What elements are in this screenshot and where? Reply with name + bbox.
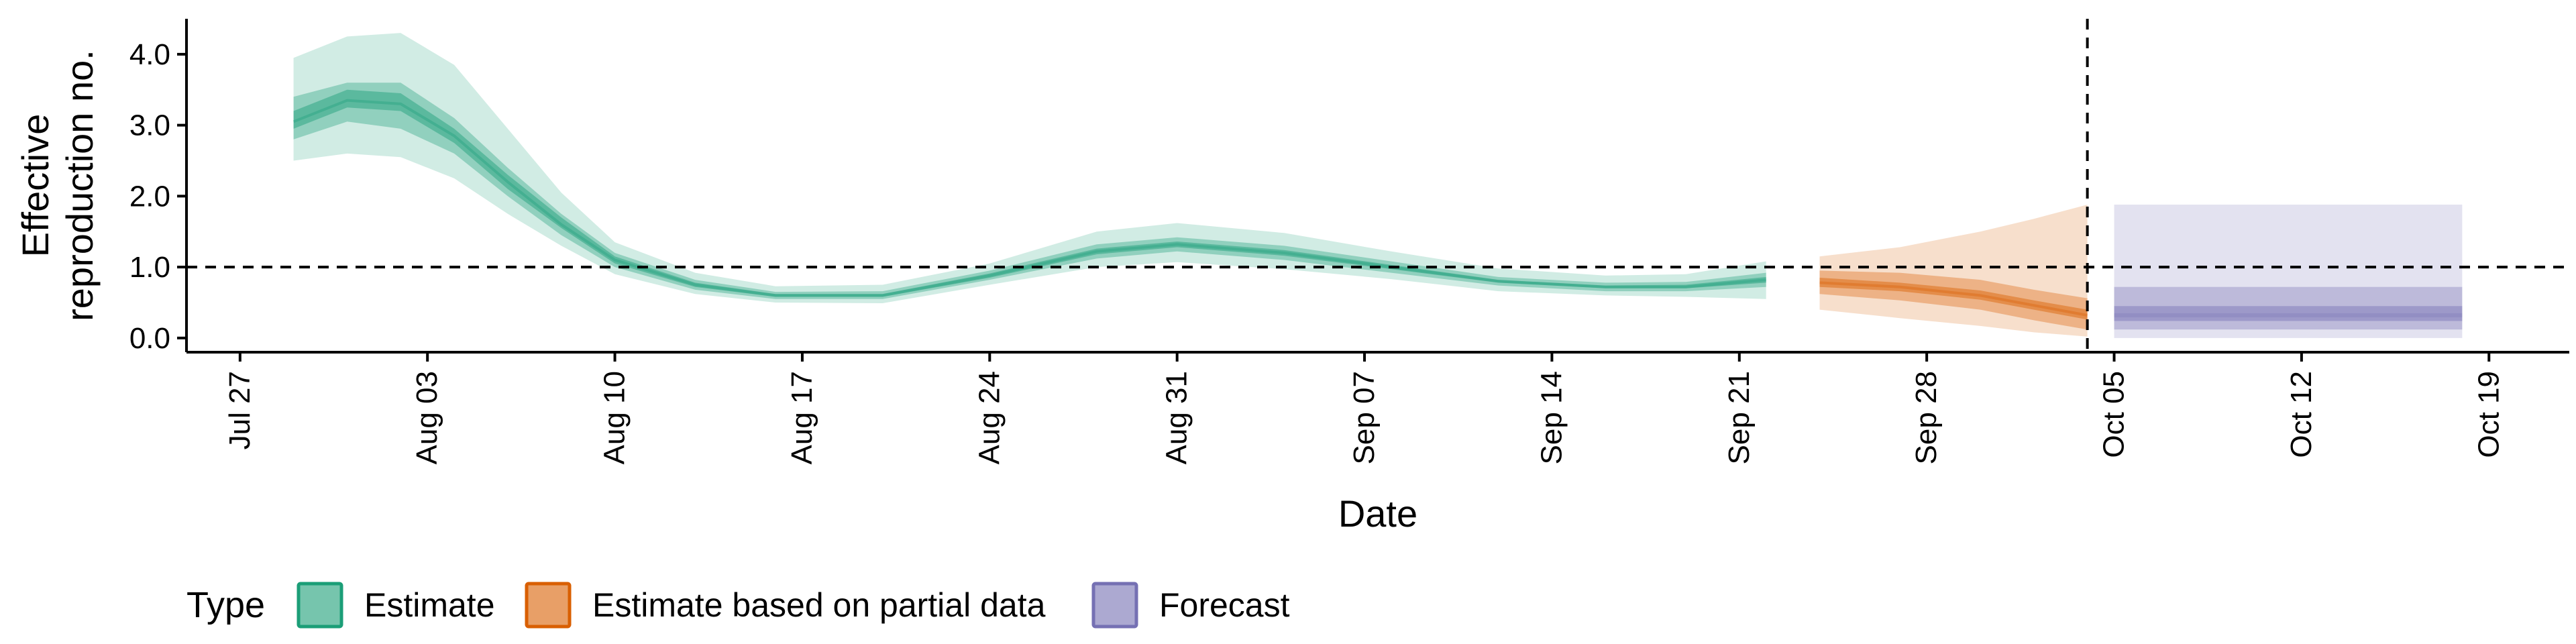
- legend: Type Estimate Estimate based on partial da…: [186, 582, 1290, 629]
- forecast-band-20: [2114, 306, 2463, 321]
- y-axis-title-line: Effective: [14, 114, 56, 258]
- x-axis-title: Date: [1338, 492, 1417, 535]
- legend-title: Type: [186, 585, 265, 625]
- x-tick-label: Aug 17: [786, 371, 818, 464]
- legend-label: Estimate: [364, 586, 495, 624]
- x-tick-label: Oct 05: [2098, 371, 2131, 458]
- x-tick-label: Oct 12: [2285, 371, 2318, 458]
- median-layer: [292, 99, 2463, 318]
- x-tick-label: Aug 03: [411, 371, 443, 464]
- x-tick-label: Aug 24: [973, 371, 1006, 464]
- forecast-median: [2114, 313, 2463, 318]
- forecast-band-50: [2114, 286, 2463, 330]
- estimate-based-on-partial-data-median-line: [1819, 281, 2088, 317]
- axes: [185, 19, 2569, 354]
- x-tick-label: Aug 31: [1161, 371, 1193, 464]
- estimate-based-on-partial-data-band-20: [1819, 278, 2088, 320]
- legend-swatch: [297, 582, 343, 629]
- y-tick-label: 3.0: [129, 109, 170, 142]
- x-tick-label: Sep 21: [1723, 371, 1756, 464]
- y-tick-label: 1.0: [129, 251, 170, 284]
- y-tick-label: 4.0: [129, 38, 170, 71]
- legend-swatch: [1091, 582, 1138, 629]
- reference-lines: [186, 19, 2569, 352]
- legend-swatch: [525, 582, 572, 629]
- x-tick-label: Sep 07: [1348, 371, 1381, 464]
- estimate-median-line: [292, 99, 1766, 297]
- x-tick-label: Aug 10: [598, 371, 631, 464]
- legend-label: Forecast: [1159, 586, 1290, 624]
- estimate-band-90: [293, 33, 1766, 303]
- y-tick-label: 2.0: [129, 180, 170, 213]
- legend-label: Estimate based on partial data: [592, 586, 1046, 624]
- y-axis-title: Effective reproduction no.: [14, 50, 101, 321]
- y-tick-label: 0.0: [129, 322, 170, 355]
- y-ticks: 0.0 1.0 2.0 3.0 4.0: [129, 38, 186, 355]
- x-tick-label: Jul 27: [223, 371, 256, 449]
- estimate-based-on-partial-data-band-90: [1819, 205, 2088, 337]
- y-axis-title-line: reproduction no.: [58, 50, 101, 321]
- estimate-based-on-partial-data-band-50: [1819, 270, 2088, 330]
- x-tick-label: Oct 19: [2472, 371, 2505, 458]
- x-tick-label: Sep 14: [1535, 371, 1568, 464]
- bands-layer: [293, 33, 2463, 338]
- forecast-band-90: [2114, 205, 2463, 338]
- x-tick-label: Sep 28: [1910, 371, 1943, 464]
- x-ticks: Jul 27 Aug 03 Aug 10 Aug 17 Aug 24 Aug 31 Sep …: [223, 352, 2505, 464]
